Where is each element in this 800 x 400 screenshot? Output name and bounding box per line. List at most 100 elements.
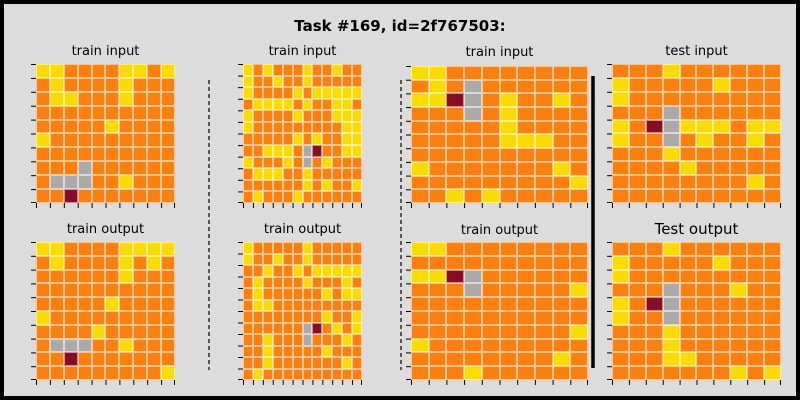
grid-cell: [679, 311, 697, 325]
grid-cell: [332, 357, 343, 369]
grid-cell: [342, 276, 353, 288]
grid-cell: [91, 189, 106, 203]
grid-cell: [282, 133, 293, 146]
grid-cell: [161, 352, 175, 367]
grid-cell: [312, 133, 323, 146]
grid-cell: [481, 107, 500, 121]
grid-cell: [662, 297, 680, 311]
grid-cell: [91, 147, 106, 162]
grid-cell: [411, 366, 429, 380]
grid-cell: [534, 255, 553, 270]
grid-cell: [105, 133, 120, 148]
grid-cell: [696, 119, 714, 134]
grid-cell: [36, 352, 50, 367]
grid-cell: [499, 66, 518, 80]
grid-cell: [612, 147, 629, 162]
grid-cell: [464, 107, 482, 121]
grid-cell: [662, 119, 680, 134]
grid-cell: [133, 105, 148, 120]
grid-cell: [481, 311, 500, 325]
grid-cell: [570, 297, 588, 311]
grid-cell: [342, 288, 353, 300]
grid-cell: [628, 269, 646, 284]
grid-cell: [730, 255, 748, 270]
grid-cell: [63, 324, 78, 339]
grid-cell: [119, 242, 134, 256]
grid-cell: [662, 77, 680, 92]
grid-cell: [36, 161, 50, 176]
grid-cell: [147, 119, 162, 134]
grid-cell: [322, 75, 333, 88]
grid-cell: [105, 352, 120, 367]
grid-cell: [411, 297, 429, 311]
grid-cell: [730, 324, 748, 339]
grid-cell: [764, 311, 781, 325]
grid-cell: [570, 269, 588, 284]
grid-cell: [662, 161, 680, 176]
grid-cell: [628, 64, 646, 78]
grid-cell: [662, 133, 680, 148]
grid-cell: [77, 133, 92, 148]
grid-cell: [91, 311, 106, 325]
grid-cell: [63, 189, 78, 203]
grid-cell: [481, 338, 500, 353]
grid-cell: [49, 297, 64, 311]
grid-cell: [662, 64, 680, 78]
grid-cell: [342, 110, 353, 122]
grid-cell: [481, 161, 500, 176]
grid-cell: [282, 156, 293, 169]
grid-cell: [747, 64, 765, 78]
grid-cell: [252, 357, 263, 369]
grid-cell: [730, 105, 748, 120]
grid-cell: [446, 148, 465, 162]
grid-cell: [342, 98, 353, 111]
grid-cell: [612, 297, 629, 311]
grid-cell: [63, 311, 78, 325]
grid-cell: [713, 352, 731, 367]
grid-cell: [302, 276, 313, 288]
grid-cell: [428, 366, 447, 380]
grid-cell: [612, 255, 629, 270]
grid-cell: [63, 161, 78, 176]
grid-cell: [312, 121, 323, 134]
grid-cell: [552, 93, 571, 108]
grid-cell: [292, 133, 303, 146]
grid-cell: [342, 299, 353, 311]
grid-cell: [499, 93, 518, 108]
grid-cell: [628, 105, 646, 120]
grid-cell: [105, 269, 120, 284]
grid-cell: [499, 324, 518, 339]
train-1-output-title: train output: [66, 222, 145, 237]
grid-cell: [446, 107, 465, 121]
grid-cell: [147, 297, 162, 311]
grid-cell: [161, 242, 175, 256]
grid-cell: [262, 64, 273, 76]
grid-cell: [342, 145, 353, 157]
grid-cell: [133, 269, 148, 284]
grid-cell: [119, 352, 134, 367]
grid-cell: [262, 87, 273, 99]
grid-cell: [428, 107, 447, 121]
grid-cell: [105, 91, 120, 106]
grid-cell: [446, 352, 465, 367]
grid-cell: [645, 311, 663, 325]
grid-cell: [119, 283, 134, 298]
grid-cell: [272, 156, 283, 169]
train-1-output-grid: [36, 242, 175, 380]
train-1-input-grid: [36, 64, 175, 203]
grid-cell: [517, 120, 535, 135]
grid-cell: [133, 338, 148, 353]
grid-cell: [77, 64, 92, 78]
grid-cell: [243, 322, 253, 334]
grid-cell: [292, 64, 303, 76]
grid-cell: [342, 121, 353, 134]
grid-cell: [446, 161, 465, 176]
grid-cell: [332, 168, 343, 180]
grid-cell: [147, 175, 162, 190]
grid-cell: [91, 352, 106, 367]
grid-cell: [552, 311, 571, 325]
grid-cell: [645, 297, 663, 311]
grid-cell: [161, 161, 175, 176]
grid-cell: [332, 265, 343, 277]
grid-cell: [628, 77, 646, 92]
